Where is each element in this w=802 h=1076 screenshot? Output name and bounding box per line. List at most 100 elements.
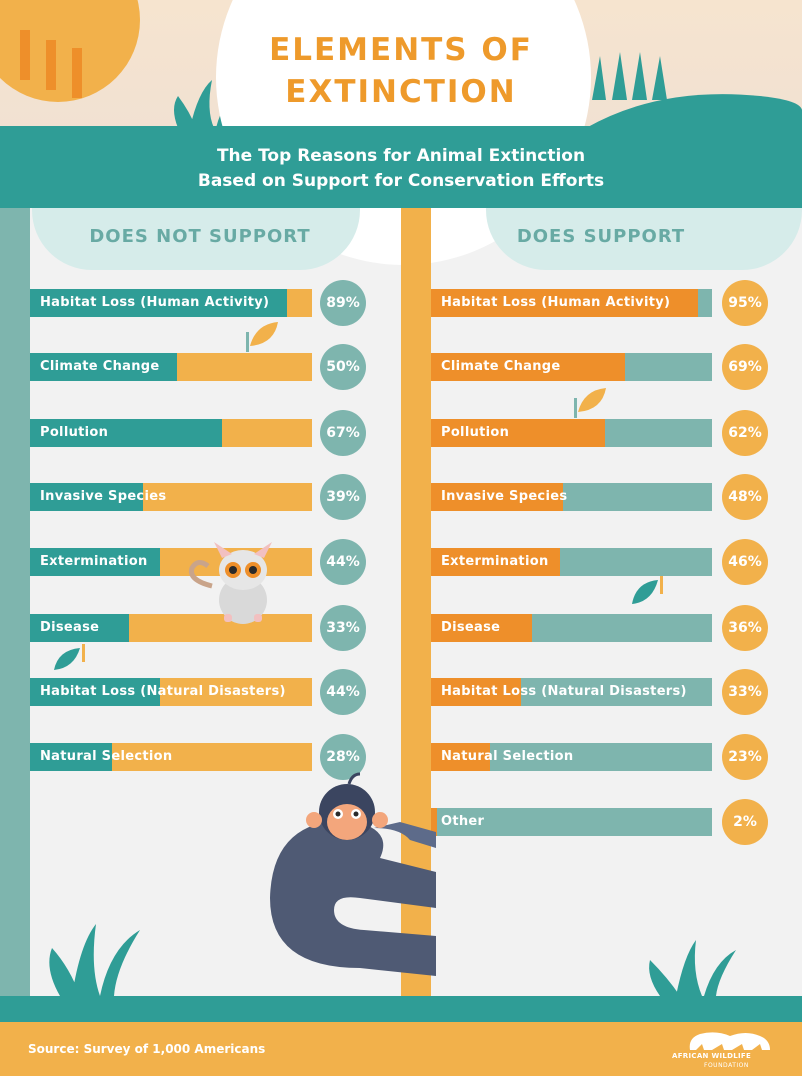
right-bar-value: [431, 808, 437, 836]
left-value-badge: 44%: [320, 539, 366, 585]
leaf-vein-icon: [72, 48, 82, 98]
stem-icon: [660, 576, 663, 594]
title-line-1: ELEMENTS OF: [269, 32, 533, 68]
right-value-badge: 2%: [722, 799, 768, 845]
right-bar-value: [431, 483, 563, 511]
subtitle-band: [0, 126, 802, 208]
left-bar-label: Disease: [40, 620, 100, 635]
left-value-badge: 67%: [320, 410, 366, 456]
chimpanzee-icon: [270, 772, 436, 976]
title-line-2: EXTINCTION: [285, 74, 517, 110]
cloud-right: [486, 208, 802, 270]
elephant-logo-icon: [689, 1032, 770, 1050]
right-bar-label: Climate Change: [441, 359, 561, 374]
right-value-badge: 62%: [722, 410, 768, 456]
ground-band: [0, 996, 802, 1022]
right-bar-label: Invasive Species: [441, 489, 568, 504]
left-value-badge: 33%: [320, 605, 366, 651]
right-bar-value: [431, 743, 490, 771]
left-bar-value: [30, 419, 222, 447]
hill-icon: [586, 94, 802, 132]
leaf-vein-icon: [46, 40, 56, 90]
left-bar-value: [30, 548, 160, 576]
logo-text: AFRICAN WILDLIFE: [672, 1052, 752, 1060]
left-bar-row: Climate Change: [30, 353, 312, 381]
subtitle-line-2: Based on Support for Conservation Effort…: [197, 171, 605, 191]
right-bar-value: [431, 353, 625, 381]
right-bar-label: Natural Selection: [441, 749, 574, 764]
cloud-left: [32, 208, 360, 270]
right-bar-row: Natural Selection: [431, 743, 712, 771]
reed-icon: [592, 52, 667, 100]
right-bar-label: Habitat Loss (Human Activity): [441, 295, 671, 310]
right-bar-row: Climate Change: [431, 353, 712, 381]
left-rail: [0, 208, 30, 996]
left-value-badge: 50%: [320, 344, 366, 390]
right-bar-row: Other: [431, 808, 712, 836]
right-bar-value: [431, 614, 532, 642]
sun-leaf-icon: [0, 0, 140, 102]
left-value-badge: 44%: [320, 669, 366, 715]
stem-icon: [246, 332, 249, 352]
leaf-icon: [632, 580, 658, 604]
leaf-icon: [250, 322, 278, 346]
right-bar-row: Invasive Species: [431, 483, 712, 511]
right-bar-label: Other: [441, 814, 485, 829]
right-bar-value: [431, 678, 521, 706]
left-bar-row: Invasive Species: [30, 483, 312, 511]
plant-icon: [49, 924, 141, 996]
leaf-icon: [54, 648, 80, 670]
left-value-badge: 28%: [320, 734, 366, 780]
left-bar-value: [30, 353, 177, 381]
right-bar-value: [431, 548, 560, 576]
right-bar-row: Habitat Loss (Natural Disasters): [431, 678, 712, 706]
header-decoration: [0, 0, 802, 132]
left-bar-row: Habitat Loss (Human Activity): [30, 289, 312, 317]
left-bar-label: Habitat Loss (Human Activity): [40, 295, 270, 310]
left-bar-label: Pollution: [40, 425, 109, 440]
right-value-badge: 69%: [722, 344, 768, 390]
left-bar-label: Natural Selection: [40, 749, 173, 764]
right-value-badge: 46%: [722, 539, 768, 585]
right-bar-label: Pollution: [441, 425, 510, 440]
right-bar-label: Habitat Loss (Natural Disasters): [441, 684, 687, 699]
footer: [0, 1022, 802, 1076]
stem-icon: [574, 398, 577, 418]
column-header-not-support: DOES NOT SUPPORT: [89, 226, 311, 247]
left-bar-value: [30, 678, 160, 706]
left-bar-row: Pollution: [30, 419, 312, 447]
right-value-badge: 33%: [722, 669, 768, 715]
left-bar-label: Habitat Loss (Natural Disasters): [40, 684, 286, 699]
plant-icon: [649, 940, 736, 996]
left-bar-row: Habitat Loss (Natural Disasters): [30, 678, 312, 706]
subtitle-line-1: The Top Reasons for Animal Extinction: [216, 146, 586, 166]
left-bar-row: Disease: [30, 614, 312, 642]
leaf-vein-icon: [20, 30, 30, 80]
left-bar-value: [30, 743, 112, 771]
source-note: Source: Survey of 1,000 Americans: [28, 1042, 266, 1056]
right-bar-row: Extermination: [431, 548, 712, 576]
left-bar-value: [30, 289, 287, 317]
left-bar-value: [30, 483, 143, 511]
right-value-badge: 95%: [722, 280, 768, 326]
left-value-badge: 89%: [320, 280, 366, 326]
stem-icon: [82, 644, 85, 662]
logo-subtext: FOUNDATION: [704, 1062, 749, 1069]
left-bar-value: [30, 614, 129, 642]
leaf-icon: [578, 388, 606, 412]
right-value-badge: 48%: [722, 474, 768, 520]
right-bar-row: Disease: [431, 614, 712, 642]
bushbaby-icon: [188, 542, 272, 624]
right-bar-row: Pollution: [431, 419, 712, 447]
decorations: [49, 322, 736, 996]
right-value-badge: 23%: [722, 734, 768, 780]
column-header-support: DOES SUPPORT: [516, 226, 686, 247]
left-bar-row: Natural Selection: [30, 743, 312, 771]
left-value-badge: 39%: [320, 474, 366, 520]
left-bar-label: Invasive Species: [40, 489, 167, 504]
right-value-badge: 36%: [722, 605, 768, 651]
left-bar-label: Extermination: [40, 554, 148, 569]
right-bar-row: Habitat Loss (Human Activity): [431, 289, 712, 317]
right-bar-track: [431, 808, 712, 836]
